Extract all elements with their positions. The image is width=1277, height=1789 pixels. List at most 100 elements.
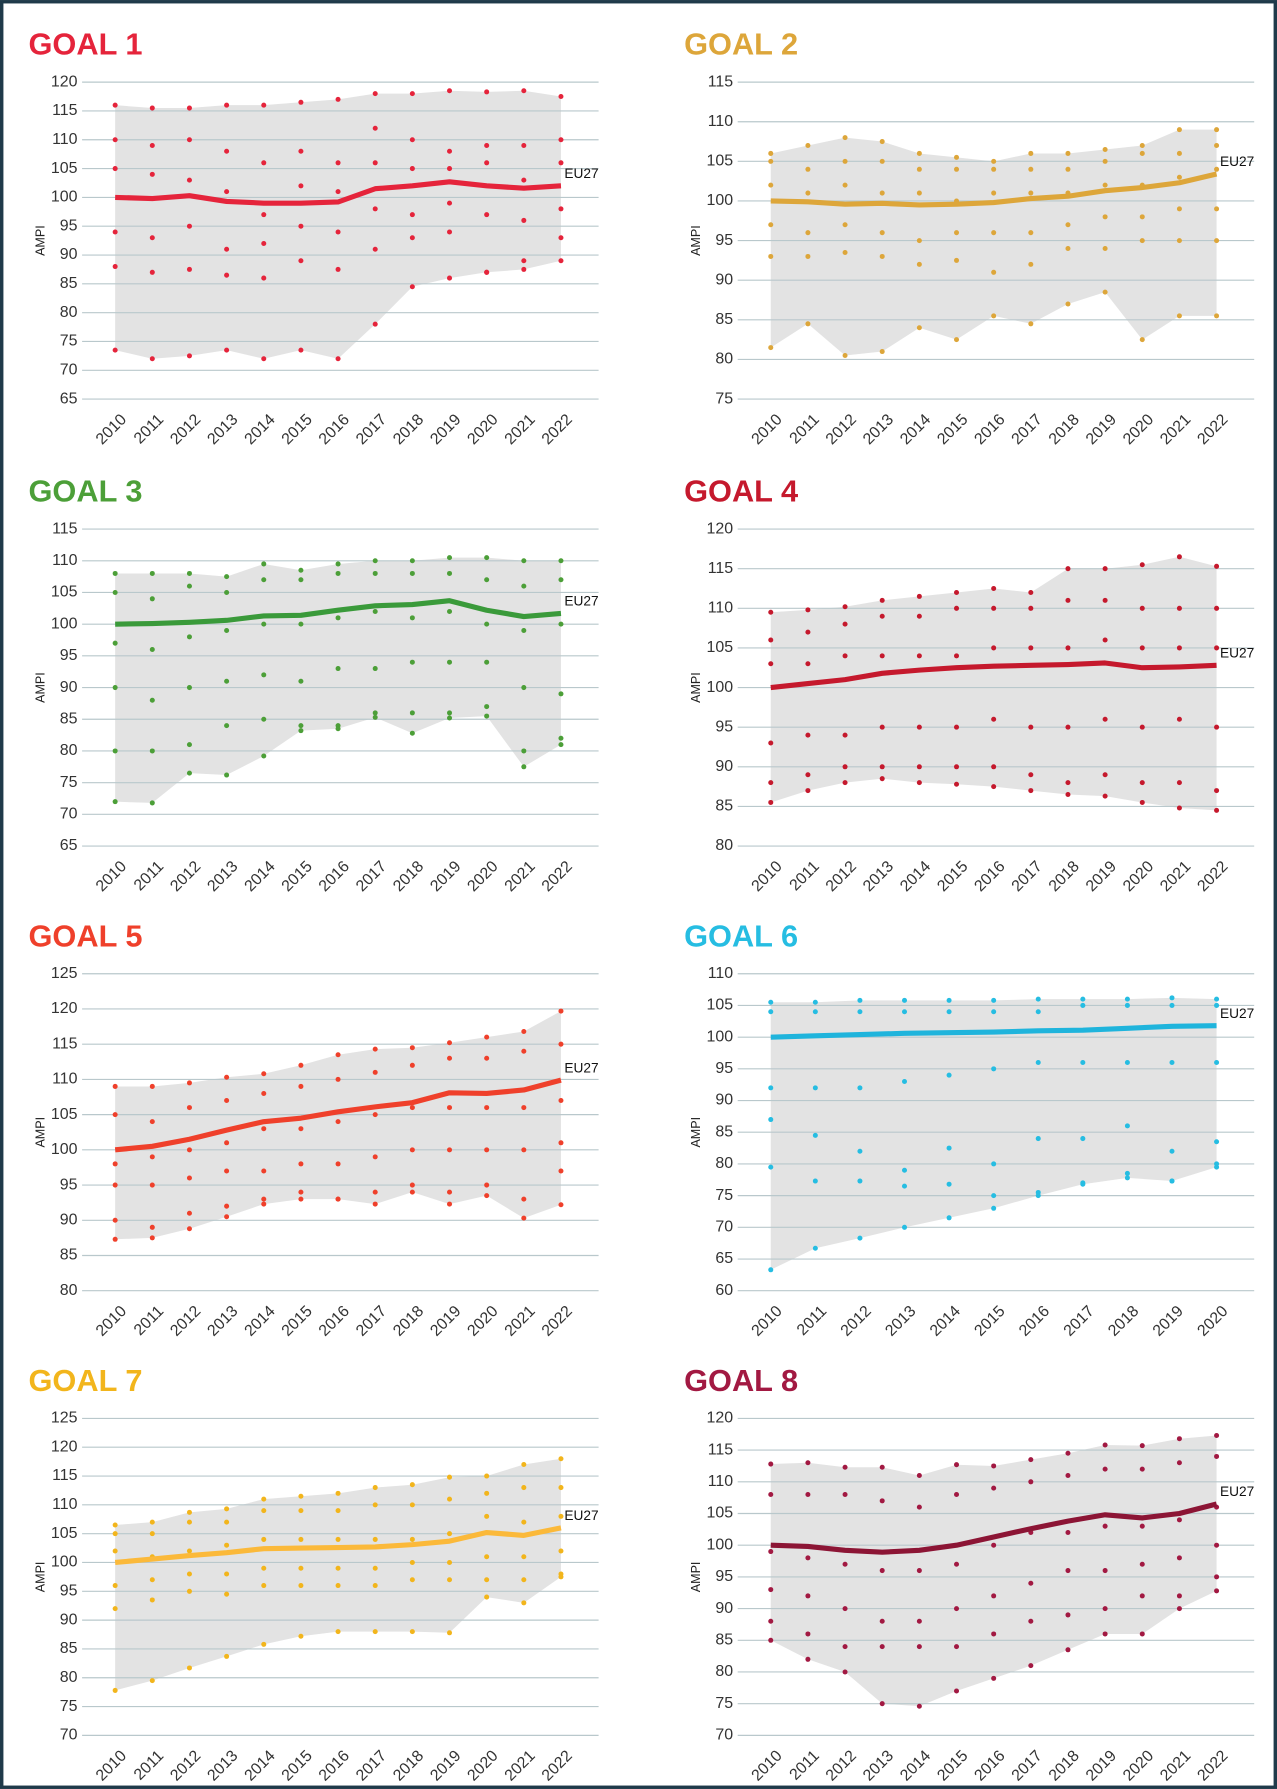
country-dot (149, 570, 155, 576)
y-tick-label: 120 (51, 1000, 78, 1017)
country-dot (261, 1168, 267, 1174)
country-dot (991, 166, 997, 172)
eu27-line (114, 1077, 562, 1153)
country-dot (1035, 1193, 1041, 1199)
country-dot (1214, 563, 1220, 569)
country-dot (484, 1554, 490, 1560)
country-dot (1028, 1457, 1034, 1463)
country-dot (916, 764, 922, 770)
country-dot (186, 1080, 192, 1086)
country-dot (991, 1542, 997, 1548)
country-dot (805, 230, 811, 236)
country-dot (558, 1202, 564, 1208)
country-dot (224, 1519, 230, 1525)
country-dot (186, 1509, 192, 1515)
series-label: EU27 (1220, 646, 1254, 661)
country-dot (409, 659, 415, 665)
country-dot (879, 1568, 885, 1574)
country-dot (484, 577, 490, 583)
country-dot (224, 272, 230, 278)
country-dot (991, 1161, 997, 1167)
country-dot (991, 1066, 997, 1072)
country-dot (991, 1675, 997, 1681)
country-dot (112, 570, 118, 576)
country-dot (1214, 645, 1220, 651)
country-dot (1028, 589, 1034, 595)
country-dot (149, 1083, 155, 1089)
country-dot (946, 1009, 952, 1015)
country-dot (1214, 1433, 1220, 1439)
country-dot (1139, 1561, 1145, 1567)
y-axis-label: AMPI (689, 672, 703, 703)
y-tick-label: 100 (51, 1141, 78, 1158)
country-dot (186, 353, 192, 359)
country-dot (447, 148, 453, 154)
country-dot (1102, 214, 1108, 220)
country-dot (1102, 772, 1108, 778)
country-dot (298, 1062, 304, 1068)
country-dot (991, 158, 997, 164)
country-dot (409, 1062, 415, 1068)
country-dot (916, 325, 922, 331)
country-dot (409, 615, 415, 621)
country-dot (857, 1148, 863, 1154)
country-dot (1214, 238, 1220, 244)
eu27-line (770, 1023, 1217, 1040)
country-dot (1139, 1593, 1145, 1599)
country-dot (1065, 645, 1071, 651)
y-tick-label: 75 (715, 1187, 733, 1204)
country-dot (1139, 605, 1145, 611)
y-tick-label: 75 (715, 1695, 733, 1712)
country-dot (1124, 1002, 1130, 1008)
country-dot (186, 223, 192, 229)
y-axis-label: AMPI (33, 1117, 47, 1148)
country-dot (149, 235, 155, 241)
country-dot (1214, 206, 1220, 212)
country-dot (335, 1583, 341, 1589)
country-dot (521, 627, 527, 634)
country-dot (484, 1182, 490, 1188)
country-dot (1065, 597, 1071, 603)
y-tick-label: 110 (708, 600, 734, 617)
country-dot (224, 723, 230, 729)
country-dot (298, 1583, 304, 1589)
country-dot (879, 613, 885, 619)
country-dot (768, 150, 774, 156)
country-dot (447, 1105, 453, 1111)
country-dot (372, 1583, 378, 1589)
y-tick-label: 75 (60, 1698, 78, 1715)
country-dot (768, 1587, 774, 1593)
country-dot (842, 158, 848, 164)
country-dot (112, 166, 118, 172)
country-dot (261, 672, 267, 678)
country-dot (298, 1196, 304, 1202)
y-tick-label: 70 (60, 1727, 78, 1744)
country-dot (1102, 1523, 1108, 1529)
country-dot (335, 1076, 341, 1082)
country-dot (447, 1147, 453, 1153)
y-tick-label: 115 (52, 1467, 78, 1484)
country-dot (521, 1577, 527, 1583)
country-dot (224, 1653, 230, 1659)
country-dot (521, 1462, 527, 1468)
y-tick-label: 75 (715, 390, 733, 407)
country-dot (1102, 146, 1108, 152)
country-dot (484, 659, 490, 665)
country-dot (224, 1074, 230, 1080)
country-dot (149, 1182, 155, 1188)
country-dot (298, 621, 304, 627)
country-dot (916, 190, 922, 196)
country-dot (298, 678, 304, 684)
country-dot (768, 799, 774, 805)
country-dot (1214, 313, 1220, 319)
country-dot (372, 160, 378, 166)
y-tick-label: 85 (715, 1123, 733, 1140)
y-tick-label: 90 (60, 246, 78, 263)
country-dot (954, 1688, 960, 1694)
country-dot (409, 1482, 415, 1488)
country-dot (946, 1145, 952, 1151)
y-tick-label: 95 (60, 647, 78, 664)
country-dot (149, 356, 155, 362)
chart-title: GOAL 2 (684, 27, 798, 62)
